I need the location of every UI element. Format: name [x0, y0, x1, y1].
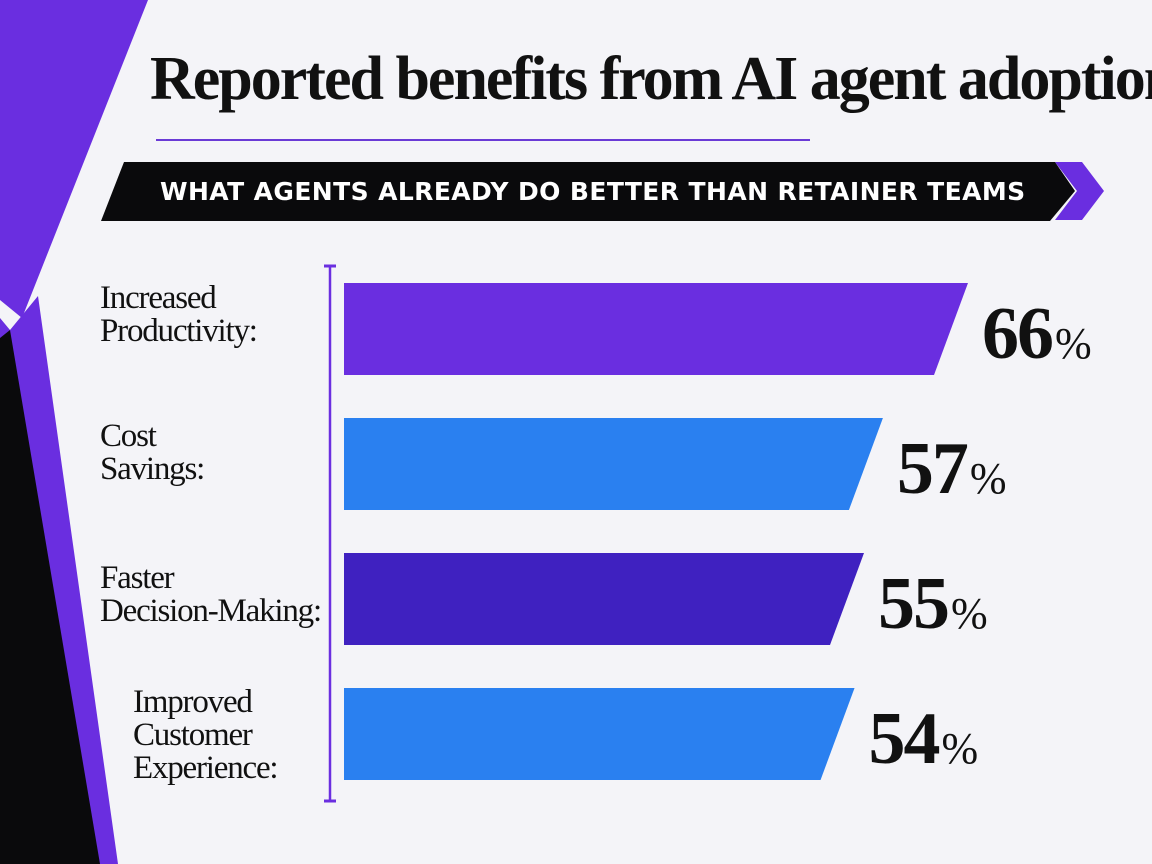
value-label: 55%: [878, 567, 988, 641]
value-label: 57%: [897, 432, 1007, 506]
bar-1: [344, 283, 968, 375]
bar-4: [344, 688, 855, 780]
category-label: Cost Savings:: [100, 418, 205, 487]
bar-2: [344, 418, 883, 510]
bar-3: [344, 553, 864, 645]
value-number: 57: [896, 428, 969, 510]
value-number: 66: [982, 293, 1054, 375]
percent-sign: %: [1055, 319, 1092, 368]
value-number: 54: [868, 698, 941, 780]
value-number: 55: [878, 563, 950, 645]
category-label: Faster Decision-Making:: [100, 560, 322, 629]
chart-title: Reported benefits from AI agent adoption: [150, 45, 1152, 113]
percent-sign: %: [951, 589, 988, 638]
banner-subtitle: WHAT AGENTS ALREADY DO BETTER THAN RETAI…: [160, 177, 1026, 206]
value-label: 54%: [869, 702, 979, 776]
category-label: Improved Customer Experience:: [133, 684, 279, 786]
percent-sign: %: [941, 724, 979, 773]
category-label: Increased Productivity:: [100, 280, 258, 349]
percent-sign: %: [969, 454, 1007, 503]
banner-chevron-accent: [1055, 162, 1104, 220]
banner-bar: [101, 162, 1075, 221]
left-black-panel: [0, 330, 100, 864]
title-underline: [156, 139, 810, 141]
top-left-purple-stripe: [0, 0, 148, 318]
value-label: 66%: [982, 297, 1092, 371]
